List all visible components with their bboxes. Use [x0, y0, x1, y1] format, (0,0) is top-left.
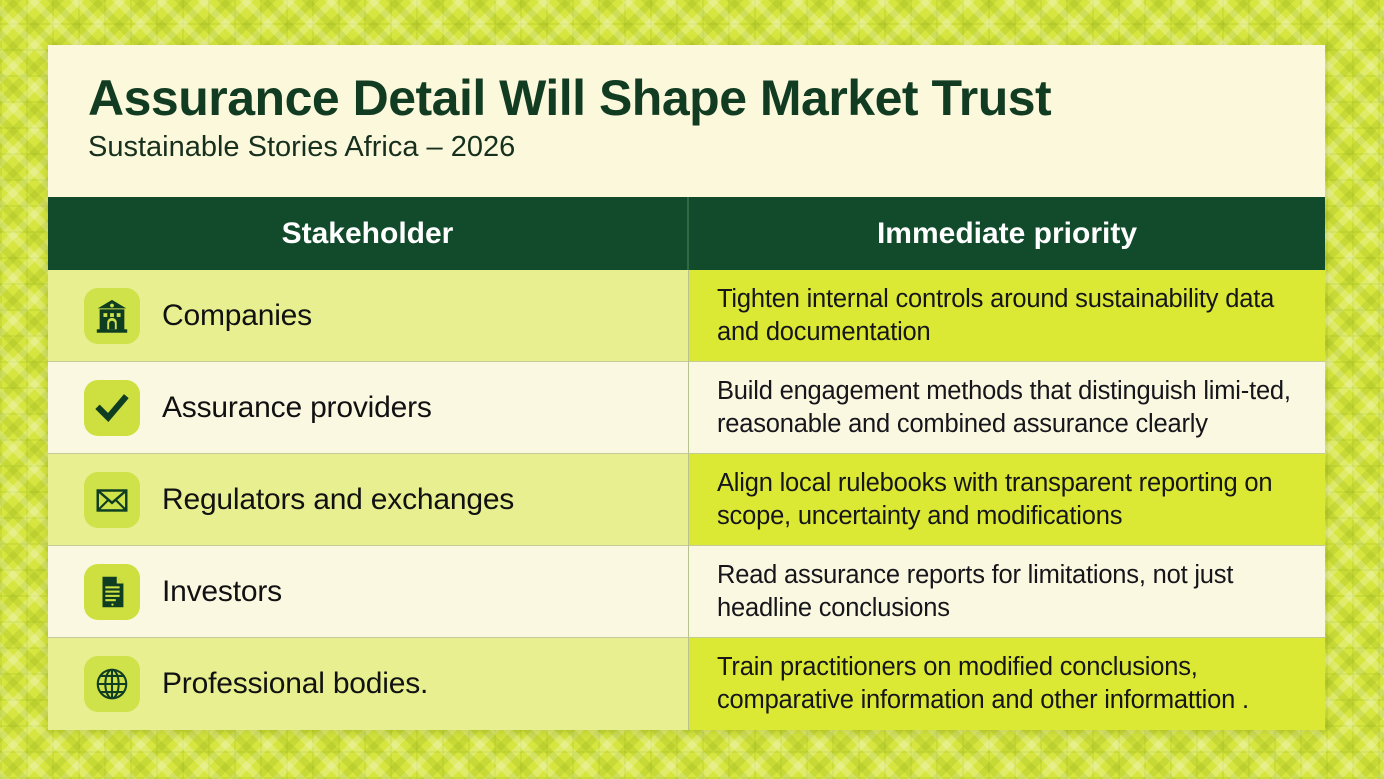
table-row: Assurance providers Build engagement met… — [48, 362, 1325, 454]
priority-table: Stakeholder Immediate priority — [48, 197, 1325, 730]
priority-cell: Tighten internal controls around sustain… — [689, 270, 1325, 362]
table-row: Investors Read assurance reports for lim… — [48, 546, 1325, 638]
priority-cell: Read assurance reports for limitations, … — [689, 546, 1325, 638]
column-header-immediate-priority: Immediate priority — [876, 216, 1138, 250]
table-row: Regulators and exchanges Align local rul… — [48, 454, 1325, 546]
table-row: Companies Tighten internal controls arou… — [48, 270, 1325, 362]
priority-text: Build engagement methods that distinguis… — [717, 376, 1291, 438]
priority-cell: Align local rulebooks with transparent r… — [689, 454, 1325, 546]
stakeholder-label: Investors — [162, 574, 282, 608]
title-block: Assurance Detail Will Shape Market Trust… — [48, 45, 1325, 197]
priority-text: Read assurance reports for limitations, … — [717, 560, 1234, 622]
stakeholder-cell: Companies — [48, 270, 689, 362]
checkmark-icon — [84, 379, 140, 436]
stakeholder-cell: Regulators and exchanges — [48, 454, 689, 546]
page-title: Assurance Detail Will Shape Market Trust — [88, 70, 1052, 126]
stakeholder-cell: Assurance providers — [48, 362, 689, 454]
stakeholder-cell: Professional bodies. — [48, 638, 689, 730]
stakeholder-label: Professional bodies. — [162, 667, 429, 700]
priority-cell: Train practitioners on modified conclusi… — [689, 638, 1325, 730]
column-header-stakeholder: Stakeholder — [48, 197, 689, 270]
priority-text: Train practitioners on modified conclusi… — [717, 653, 1249, 714]
envelope-icon — [84, 471, 140, 528]
globe-icon — [84, 656, 140, 712]
table-header-row: Stakeholder Immediate priority — [48, 197, 1325, 270]
priority-cell: Build engagement methods that distinguis… — [689, 362, 1325, 454]
bank-building-icon — [84, 287, 140, 344]
stakeholder-cell: Investors — [48, 546, 689, 638]
stakeholder-label: Assurance providers — [162, 390, 432, 424]
priority-text: Tighten internal controls around sustain… — [717, 284, 1275, 346]
page-subtitle: Sustainable Stories Africa – 2026 — [88, 131, 516, 163]
infographic-card: Assurance Detail Will Shape Market Trust… — [48, 45, 1325, 730]
priority-text: Align local rulebooks with transparent r… — [717, 468, 1273, 530]
stakeholder-label: Companies — [162, 298, 312, 332]
stakeholder-label: Regulators and exchanges — [162, 482, 515, 516]
table-row: Professional bodies. Train practitioners… — [48, 638, 1325, 730]
document-icon — [84, 563, 140, 620]
